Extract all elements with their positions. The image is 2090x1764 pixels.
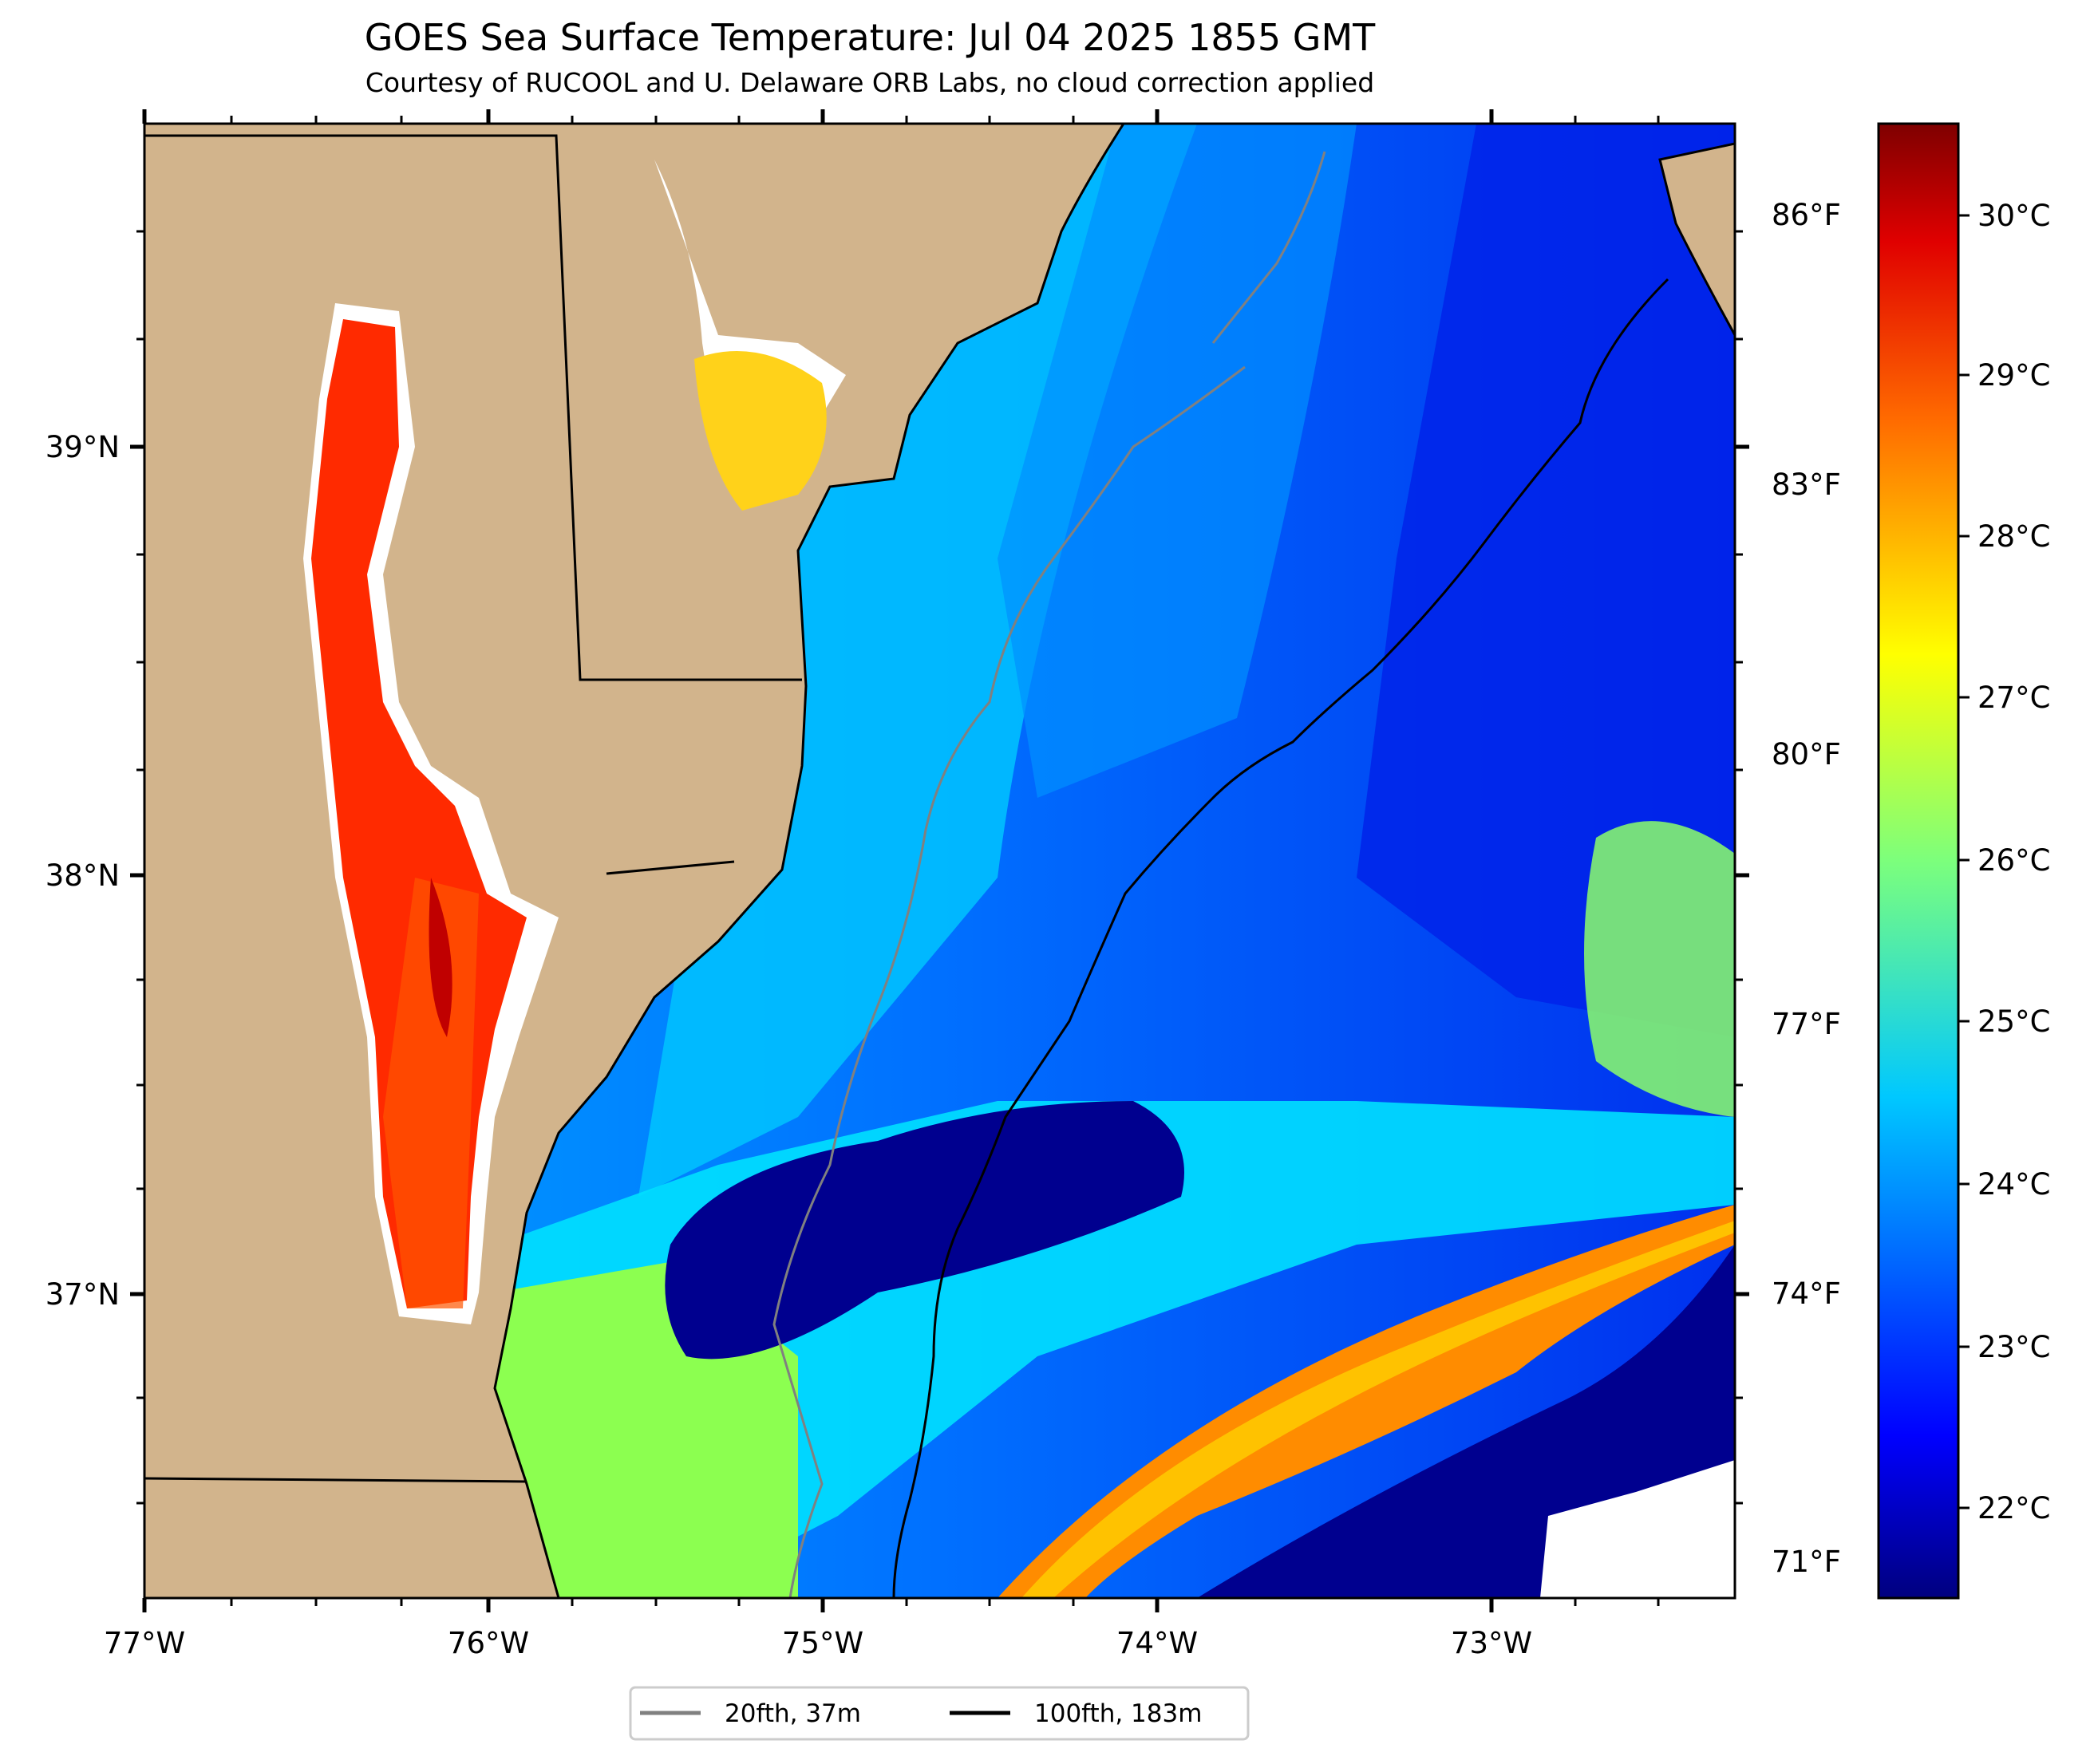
state-boundary-va-md	[606, 860, 735, 875]
contour-100fth	[892, 278, 1669, 1598]
midshelf-band	[998, 124, 1357, 798]
cbar-label-26c: 26°C	[1977, 843, 2050, 878]
cbar-label-29c: 29°C	[1977, 358, 2050, 393]
chesapeake-warm-core	[429, 878, 452, 1037]
lon-minor-ticks	[230, 116, 1660, 1606]
chesapeake-lower-water	[383, 878, 479, 1308]
cbar-label-23c: 23°C	[1977, 1330, 2050, 1364]
contour-20fth-north	[1211, 151, 1326, 344]
f-label-80: 80°F	[1772, 737, 1841, 772]
lat-label-38n: 38°N	[45, 858, 120, 893]
lon-label-76w: 76°W	[448, 1626, 529, 1660]
state-boundary-de-md	[144, 134, 802, 681]
no-data-region	[1540, 1460, 1735, 1598]
gulf-stream-edge	[1021, 1221, 1735, 1598]
offshore-cool-region	[1357, 124, 1735, 1037]
map-frame	[143, 122, 1736, 1600]
delaware-bay-water	[694, 351, 827, 511]
cbar-label-25c: 25°C	[1977, 1004, 2050, 1039]
f-label-77: 77°F	[1772, 1007, 1841, 1041]
legend-label-100fth: 100fth, 183m	[1034, 1699, 1202, 1728]
f-label-86: 86°F	[1772, 198, 1841, 232]
offshore-warm-patch	[1584, 821, 1735, 1117]
lon-ticks-top	[142, 109, 1494, 124]
lat-ticks	[130, 444, 1749, 1296]
cbar-label-27c: 27°C	[1977, 681, 2050, 715]
f-label-83: 83°F	[1772, 468, 1841, 502]
cbar-label-28c: 28°C	[1977, 519, 2050, 554]
legend-label-20fth: 20fth, 37m	[725, 1699, 861, 1728]
f-label-74: 74°F	[1772, 1277, 1841, 1311]
contour-20fth	[772, 365, 1246, 1598]
lon-label-75w: 75°W	[782, 1626, 863, 1660]
lon-label-73w: 73°W	[1451, 1626, 1532, 1660]
colorbar	[1877, 122, 1960, 1600]
lon-ticks-bottom	[142, 1598, 1494, 1612]
colorbar-ticks	[1958, 214, 1969, 1509]
map-plot-area	[144, 124, 1735, 1598]
lat-label-37n: 37°N	[45, 1277, 120, 1312]
cbar-label-24c: 24°C	[1977, 1167, 2050, 1202]
cbar-label-30c: 30°C	[1977, 199, 2050, 233]
map-subtitle: Courtesy of RUCOOL and U. Delaware ORB L…	[365, 67, 1375, 98]
lat-minor-ticks	[136, 230, 1743, 1505]
cold-water-intrusion	[665, 1101, 1184, 1360]
lon-label-77w: 77°W	[104, 1626, 185, 1660]
state-boundary-va-nc	[144, 1477, 527, 1483]
lon-label-74w: 74°W	[1116, 1626, 1198, 1660]
map-title: GOES Sea Surface Temperature: Jul 04 202…	[364, 16, 1376, 59]
contour-legend	[629, 1686, 1250, 1741]
lat-label-39n: 39°N	[45, 430, 120, 464]
cbar-label-22c: 22°C	[1977, 1491, 2050, 1525]
f-label-71: 71°F	[1772, 1545, 1841, 1579]
